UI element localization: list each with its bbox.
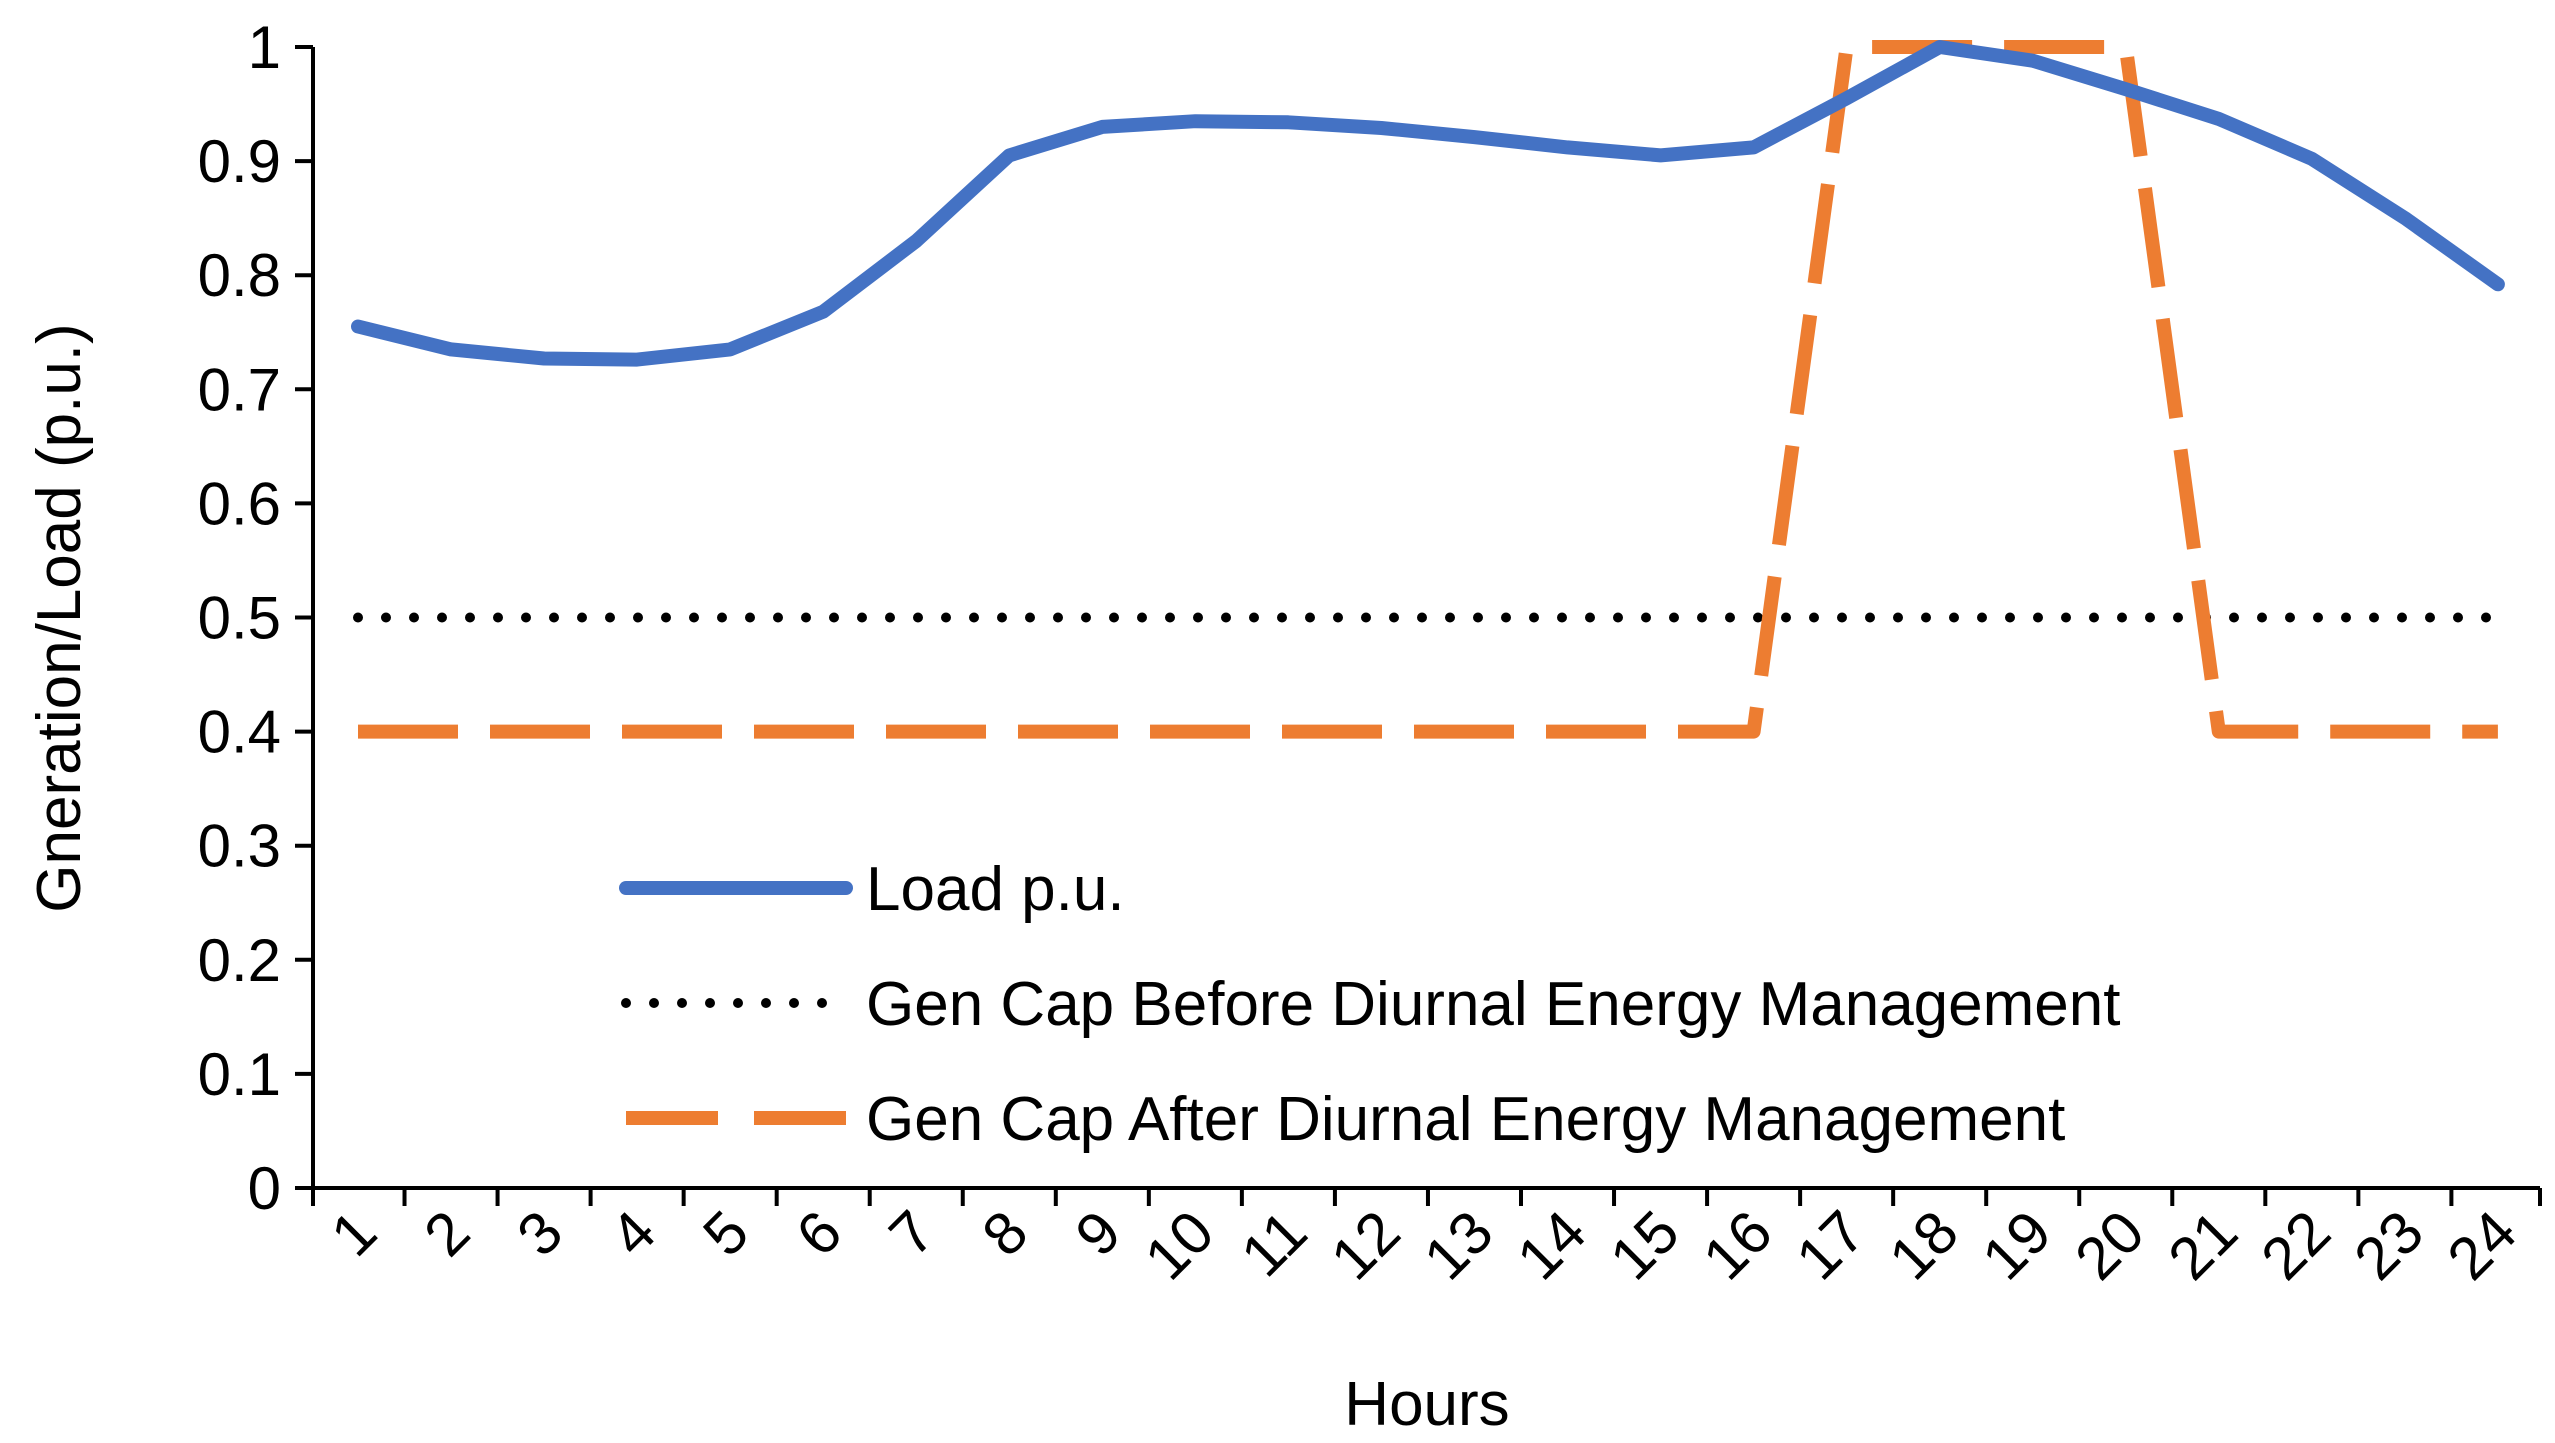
x-axis-title: Hours: [1344, 1370, 1509, 1439]
series-layer: [351, 40, 2505, 739]
y-tick-label: 0.1: [198, 1041, 281, 1108]
x-tick-label: 21: [2155, 1198, 2250, 1293]
y-tick-label: 0: [248, 1155, 281, 1222]
x-tick-label: 13: [1411, 1198, 1506, 1293]
x-tick-label: 19: [1969, 1198, 2064, 1293]
y-tick-label: 0.4: [198, 699, 281, 766]
y-axis-title: Gneration/Load (p.u.): [25, 323, 94, 912]
series-line-gen-cap-after: [358, 40, 2498, 739]
x-tick-label: 20: [2062, 1198, 2157, 1293]
y-tick-label: 0.9: [198, 128, 281, 195]
x-tick-label: 2: [411, 1198, 482, 1269]
legend: Load p.u. Gen Cap Before Diurnal Energy M…: [619, 855, 2120, 1154]
x-tick-label: 15: [1597, 1198, 1692, 1293]
x-tick-label: 9: [1063, 1198, 1134, 1269]
x-tick-label: 11: [1228, 1198, 1319, 1289]
x-tick-label: 12: [1318, 1198, 1413, 1293]
y-tick-label: 0.2: [198, 927, 281, 994]
x-tick-label: 23: [2341, 1198, 2436, 1293]
x-tick-label: 14: [1504, 1198, 1599, 1293]
series-line-load: [351, 40, 2505, 367]
x-tick-label: 7: [876, 1198, 947, 1269]
x-tick-label: 22: [2248, 1198, 2343, 1293]
y-tick-label: 0.5: [198, 585, 281, 652]
legend-label: Gen Cap After Diurnal Energy Management: [866, 1085, 2065, 1154]
y-tick-label: 0.8: [198, 242, 281, 309]
x-tick-label: 17: [1783, 1198, 1878, 1293]
y-tick-label: 0.7: [198, 356, 281, 423]
x-tick-label: 5: [690, 1198, 761, 1269]
y-tick-label: 0.6: [198, 470, 281, 537]
x-tick-label: 16: [1690, 1198, 1785, 1293]
x-tick-label: 3: [504, 1198, 575, 1269]
x-tick-label: 18: [1876, 1198, 1971, 1293]
x-tick-label: 4: [597, 1198, 668, 1269]
legend-label: Gen Cap Before Diurnal Energy Management: [866, 970, 2120, 1039]
x-tick-label: 10: [1132, 1198, 1227, 1293]
x-tick-label: 1: [318, 1198, 389, 1269]
x-tick-label: 6: [783, 1198, 854, 1269]
x-tick-label: 24: [2435, 1198, 2530, 1293]
x-tick-label: 8: [969, 1198, 1040, 1269]
legend-label: Load p.u.: [866, 855, 1125, 924]
y-tick-label: 0.3: [198, 813, 281, 880]
y-tick-label: 1: [248, 14, 281, 81]
